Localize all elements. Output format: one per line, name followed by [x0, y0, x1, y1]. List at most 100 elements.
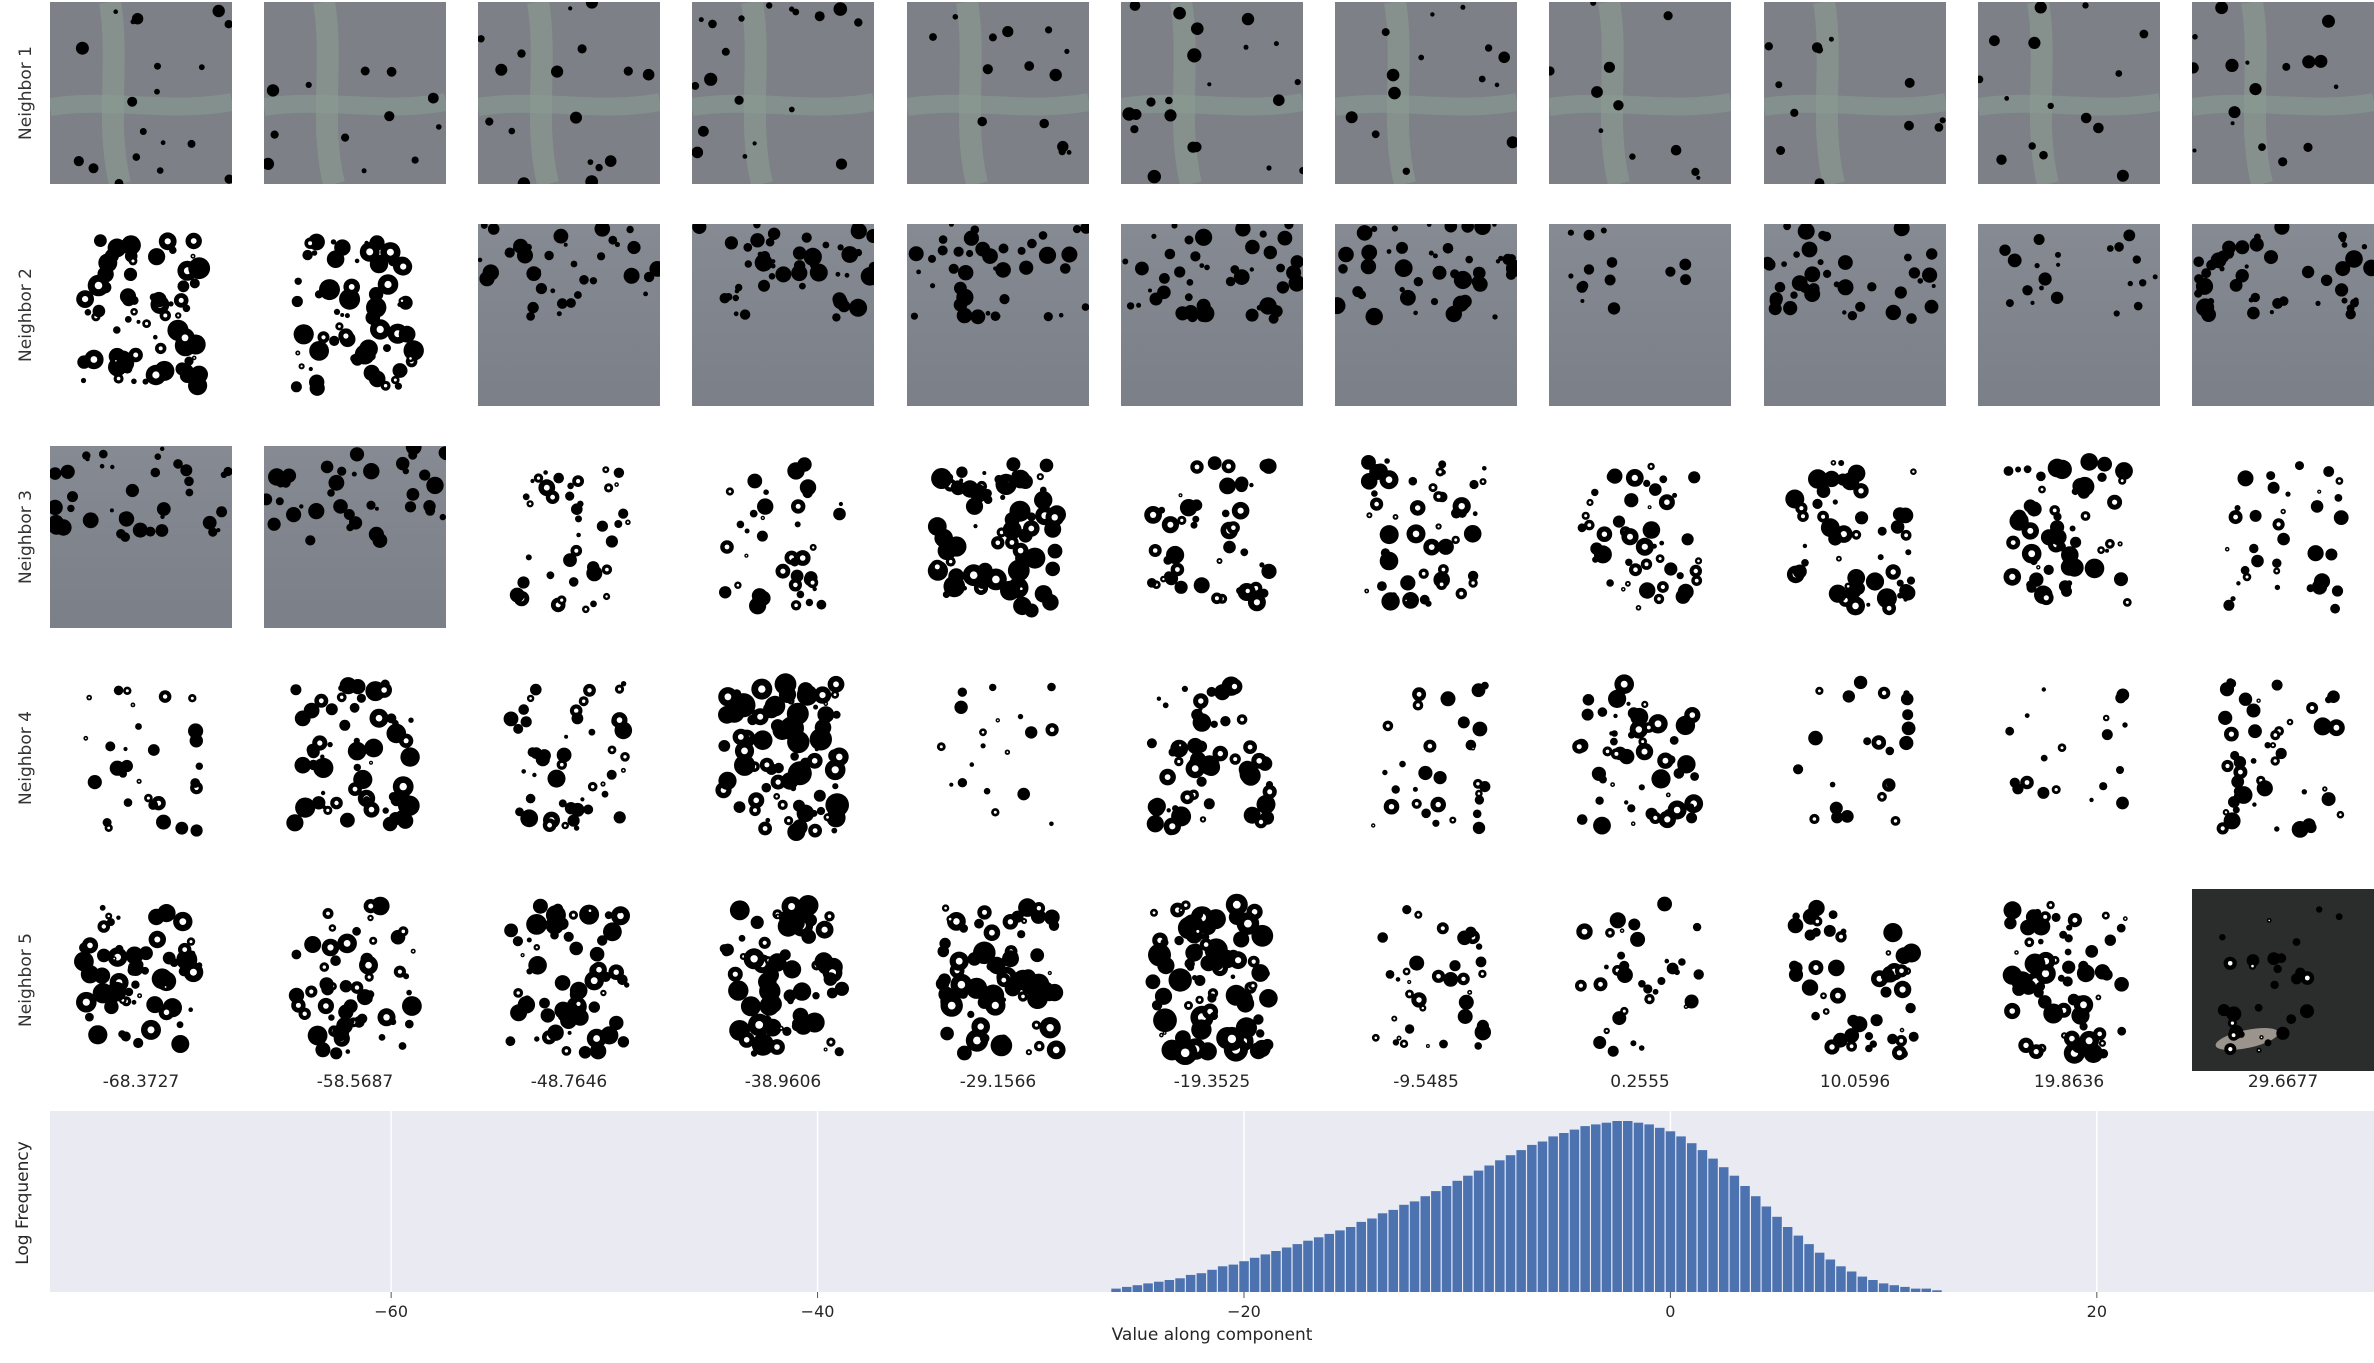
histogram-bar [1782, 1227, 1793, 1292]
neighbor-1-tile-6 [1121, 2, 1303, 184]
histogram-chart: −60 −40 −20 0 20 Value along component Log F… [13, 1111, 2374, 1345]
tile-image [76, 232, 211, 396]
histogram-bar [1207, 1269, 1217, 1292]
tile-image [1144, 456, 1277, 612]
column-value-label: -68.3727 [102, 1072, 180, 1092]
histogram-bar [1537, 1141, 1548, 1292]
histogram-bar [1601, 1122, 1612, 1292]
x-tick-label: −20 [1227, 1302, 1261, 1321]
histogram-bar [1228, 1264, 1239, 1292]
tile-image [1764, 224, 1939, 324]
histogram-bar [1708, 1158, 1718, 1292]
neighbor-4-tile-1 [50, 667, 232, 849]
histogram-bar [1441, 1186, 1452, 1292]
tile-image [288, 896, 422, 1060]
column-value-label: -9.5485 [1393, 1072, 1459, 1092]
tile-image [1549, 2, 1731, 184]
histogram-bar [1612, 1121, 1622, 1292]
column-value-label: -38.9606 [744, 1072, 822, 1092]
histogram-bar [1910, 1288, 1921, 1292]
neighbor-2-tile-3 [478, 224, 660, 406]
tile-image [2005, 687, 2130, 810]
histogram-bar [1591, 1124, 1601, 1292]
histogram-bar [1367, 1218, 1377, 1292]
neighbor-4-tile-2 [264, 667, 446, 849]
tile-image [1567, 227, 1692, 315]
tile-image [2215, 906, 2343, 1056]
neighbor-2-tile-9 [1764, 224, 1946, 406]
neighbor-2-tile-4 [692, 224, 874, 406]
tile-image [478, 224, 660, 321]
histogram-bar [1516, 1150, 1526, 1292]
tile-image [264, 446, 446, 548]
column-value-label: 19.8636 [2033, 1072, 2105, 1092]
histogram-bar [1814, 1252, 1825, 1292]
tile-image [1371, 681, 1491, 835]
histogram-bar [1623, 1121, 1633, 1292]
tile-image [1122, 224, 1303, 324]
neighbor-5-tile-10 [1978, 889, 2160, 1071]
x-tick-label: −40 [801, 1302, 835, 1321]
tile-image [2002, 900, 2129, 1064]
neighbor-2-tile-8 [1549, 224, 1731, 406]
histogram-bar [1196, 1273, 1207, 1292]
histogram-bar [1793, 1235, 1804, 1292]
column-value-label: -58.5687 [316, 1072, 394, 1092]
neighbor-3-tile-2 [264, 446, 446, 628]
neighbor-4-tile-7 [1335, 667, 1517, 849]
tile-image [1577, 462, 1703, 611]
row-label-neighbor-2: Neighbor 2 [12, 224, 40, 406]
neighbor-4-tile-9 [1764, 667, 1946, 849]
neighbor-2-tile-7 [1335, 224, 1517, 406]
histogram-bar [1580, 1126, 1590, 1292]
tile-image [2223, 461, 2349, 614]
neighbor-1-tile-5 [907, 2, 1089, 184]
histogram-bar [1857, 1276, 1868, 1292]
histogram-bar [1431, 1191, 1441, 1292]
histogram-bar [1111, 1288, 1121, 1292]
neighbor-5-tile-6 [1121, 889, 1303, 1071]
histogram-bar [1303, 1240, 1313, 1292]
tile-image [2216, 678, 2345, 838]
tile-image [1371, 905, 1491, 1050]
neighbor-5-tile-9 [1764, 889, 1946, 1071]
neighbor-4-tile-4 [692, 667, 874, 849]
histogram-bar [1420, 1196, 1430, 1292]
tile-image [719, 895, 849, 1057]
neighbor-4-tile-8 [1549, 667, 1731, 849]
histogram-bar [1345, 1227, 1356, 1292]
histogram-x-ticks: −60 −40 −20 0 20 [374, 1292, 2107, 1321]
histogram-bar [1175, 1278, 1185, 1292]
histogram-bar [1164, 1280, 1175, 1292]
x-tick-label: −60 [374, 1302, 408, 1321]
row-label-neighbor-3: Neighbor 3 [12, 446, 40, 628]
neighbor-4-tile-6 [1121, 667, 1303, 849]
tile-image [719, 457, 846, 615]
histogram-bar [1676, 1136, 1686, 1292]
neighbor-3-tile-11 [2192, 446, 2374, 628]
row-label-text: Neighbor 4 [16, 711, 36, 805]
neighbor-3-tile-7 [1335, 446, 1517, 628]
neighbor-5-tile-7 [1335, 889, 1517, 1071]
histogram-bar [1271, 1251, 1281, 1292]
neighbor-3-tile-5 [907, 446, 1089, 628]
tile-image [1121, 2, 1303, 184]
histogram-bar [1313, 1237, 1324, 1292]
tile-image [927, 457, 1066, 618]
histogram-bar [1143, 1283, 1153, 1292]
x-tick-label: 0 [1665, 1302, 1675, 1321]
tile-image [1335, 224, 1517, 326]
histogram-bar [1846, 1271, 1857, 1292]
tile-image [1793, 675, 1916, 826]
neighbor-1-tile-7 [1335, 2, 1517, 184]
neighbor-5-tile-3 [478, 889, 660, 1071]
neighbor-1-tile-3 [478, 2, 660, 184]
histogram-bar [1719, 1167, 1729, 1292]
tile-image [908, 224, 1089, 325]
histogram-bar [1527, 1144, 1537, 1292]
tile-image [1787, 899, 1921, 1061]
histogram-bar [1665, 1131, 1676, 1292]
tile-image [1146, 676, 1277, 836]
tile-image [715, 673, 849, 841]
neighbor-1-tile-9 [1764, 2, 1946, 184]
